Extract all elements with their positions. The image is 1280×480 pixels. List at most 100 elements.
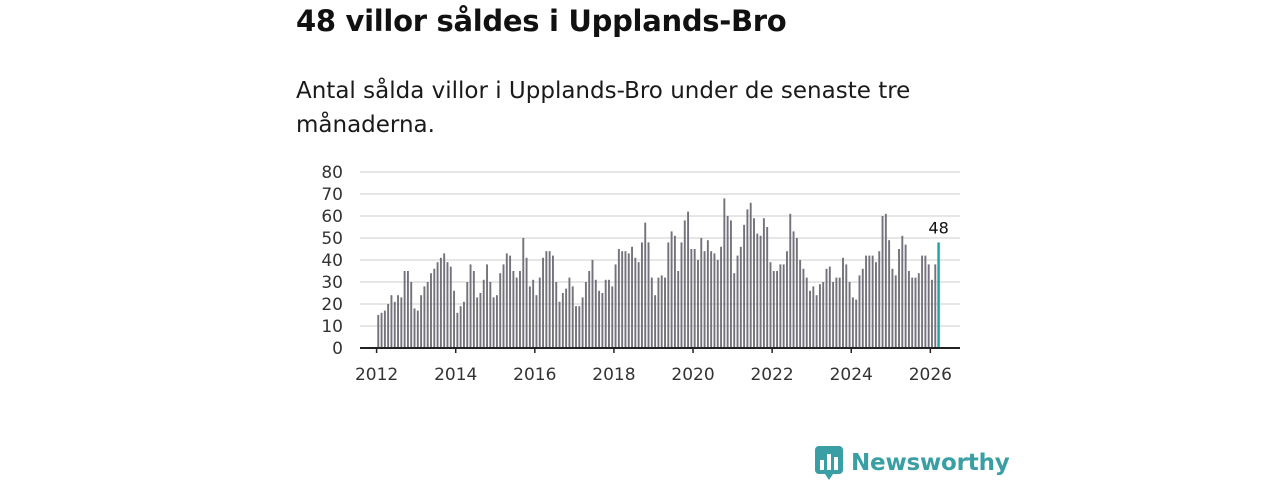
bar [835, 277, 838, 348]
bar [818, 284, 821, 348]
bar [851, 297, 854, 348]
bar [420, 295, 423, 348]
bar [838, 277, 841, 348]
bar [934, 264, 937, 348]
bar [624, 251, 627, 348]
bar [469, 264, 472, 348]
bar [664, 277, 666, 348]
bar [697, 260, 699, 348]
bar [746, 209, 749, 348]
bar [555, 282, 558, 348]
bar [703, 251, 706, 348]
bar [720, 246, 722, 348]
bar [888, 240, 891, 348]
bar [486, 264, 488, 348]
bar [604, 279, 607, 348]
bar [476, 297, 479, 348]
bar [842, 257, 844, 348]
chart-subtitle: Antal sålda villor i Upplands-Bro under … [296, 78, 911, 138]
bar [601, 293, 604, 348]
bar [733, 273, 736, 348]
bar [499, 273, 502, 348]
bar [575, 306, 577, 348]
bar [509, 255, 512, 348]
bar [393, 301, 396, 348]
bar [631, 246, 633, 348]
bar [759, 235, 762, 348]
x-tick-label: 2012 [355, 365, 398, 385]
bar [677, 271, 680, 348]
bar [644, 222, 647, 348]
bar [931, 279, 933, 348]
bar [456, 312, 459, 348]
x-tick-label: 2024 [830, 365, 873, 385]
bar [911, 277, 914, 348]
bar [762, 218, 765, 348]
chart-title: 48 villor såldes i Upplands-Bro [296, 4, 787, 38]
bar [519, 271, 521, 348]
bar [439, 257, 442, 348]
bar [446, 262, 449, 348]
bar [416, 310, 419, 348]
bar [453, 290, 456, 348]
bar [466, 282, 469, 348]
bar [769, 262, 772, 348]
bar [743, 224, 746, 348]
bar [756, 233, 759, 348]
bar [809, 290, 811, 348]
bar [904, 244, 907, 348]
bar [865, 255, 868, 348]
bar [584, 282, 587, 348]
bar [772, 271, 775, 348]
bar [871, 255, 874, 348]
bar [667, 242, 670, 348]
bar [898, 249, 900, 348]
bar [855, 299, 858, 348]
bar [377, 315, 380, 348]
bar [532, 279, 535, 348]
bar [782, 264, 785, 348]
x-tick-label: 2020 [671, 365, 714, 385]
y-tick-label: 70 [321, 185, 343, 205]
bar [815, 295, 818, 348]
bar [637, 262, 640, 348]
bar [406, 271, 409, 348]
bar [868, 255, 871, 348]
bar [611, 286, 614, 348]
bar [812, 286, 815, 348]
bar [654, 295, 657, 348]
bar [515, 277, 518, 348]
x-tick-label: 2016 [513, 365, 556, 385]
bar [565, 288, 568, 348]
bar [861, 268, 864, 348]
bar [894, 275, 897, 348]
annotations: 48 [928, 218, 948, 237]
newsworthy-logo-icon [815, 446, 843, 480]
bar [383, 310, 386, 348]
bar [917, 273, 920, 348]
bar [571, 286, 574, 348]
x-tick-label: 2018 [592, 365, 635, 385]
bar [822, 282, 825, 348]
y-tick-label: 30 [321, 273, 343, 293]
y-tick-label: 60 [321, 207, 343, 227]
bar [650, 277, 653, 348]
bar [634, 257, 637, 348]
bar [495, 295, 498, 348]
y-tick-label: 10 [321, 317, 343, 337]
bar [640, 242, 643, 348]
bar [789, 213, 792, 348]
bar [459, 306, 462, 348]
bar [776, 271, 779, 348]
bar [891, 268, 894, 348]
y-tick-label: 80 [321, 163, 343, 183]
bar [805, 277, 808, 348]
bar [542, 257, 545, 348]
bar [397, 295, 399, 348]
x-tick-label: 2022 [750, 365, 793, 385]
bar [390, 295, 393, 348]
bar [921, 255, 924, 348]
bar [410, 282, 413, 348]
bar [472, 271, 475, 348]
